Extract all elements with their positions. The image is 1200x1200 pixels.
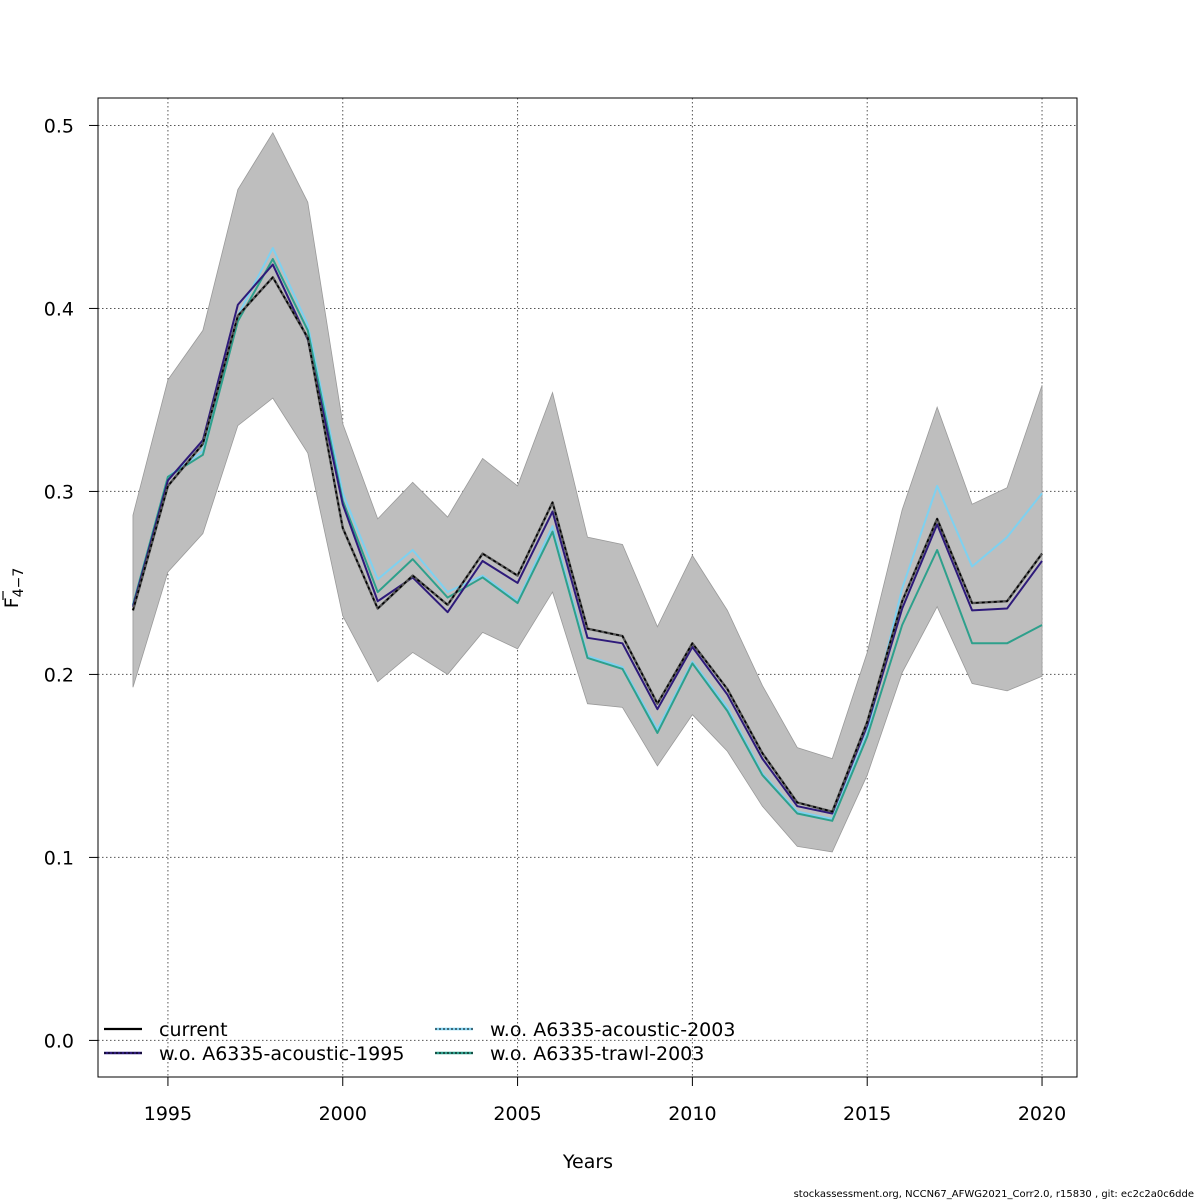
y-tick-label: 0.0	[44, 1030, 74, 1052]
legend-label: w.o. A6335-acoustic-1995	[159, 1043, 404, 1065]
series-line-current	[132, 276, 1043, 813]
x-axis-label: Years	[562, 1151, 613, 1173]
footer-text: stockassessment.org, NCCN67_AFWG2021_Cor…	[794, 1189, 1194, 1200]
confidence-band	[132, 131, 1043, 853]
y-axis-label: F4−7	[1, 568, 27, 608]
x-tick-label: 2020	[1018, 1103, 1066, 1125]
legend-label: w.o. A6335-acoustic-2003	[490, 1019, 735, 1041]
x-tick-label: 1995	[144, 1103, 192, 1125]
y-axis-label-sub: 4−7	[11, 568, 27, 598]
y-tick-label: 0.1	[44, 847, 74, 869]
svg-text:F4−7: F4−7	[1, 568, 27, 608]
legend-item: w.o. A6335-acoustic-2003	[435, 1019, 735, 1041]
x-tick-label: 2010	[668, 1103, 716, 1125]
legend-label: w.o. A6335-trawl-2003	[490, 1043, 704, 1065]
confidence-band-area	[132, 131, 1043, 853]
series-lines	[131, 247, 1044, 822]
y-tick-label: 0.4	[44, 298, 74, 320]
legend-item: w.o. A6335-acoustic-1995	[104, 1043, 404, 1065]
y-tick-label: 0.3	[44, 481, 74, 503]
legend-item: current	[104, 1019, 228, 1041]
series-line-1	[132, 263, 1043, 815]
x-tick-label: 2000	[319, 1103, 367, 1125]
legend-label: current	[159, 1019, 228, 1041]
y-axis-label-main: F	[1, 597, 23, 608]
x-tick-label: 2015	[843, 1103, 891, 1125]
y-axis: 0.0 0.1 0.2 0.3 0.4 0.5	[44, 115, 99, 1052]
x-tick-label: 2005	[493, 1103, 541, 1125]
x-axis: 1995 2000 2005 2010 2015 2020	[144, 1076, 1066, 1125]
series-line-3	[131, 258, 1043, 822]
y-tick-label: 0.5	[44, 115, 74, 137]
y-tick-label: 0.2	[44, 664, 74, 686]
legend-item: w.o. A6335-trawl-2003	[435, 1043, 704, 1065]
